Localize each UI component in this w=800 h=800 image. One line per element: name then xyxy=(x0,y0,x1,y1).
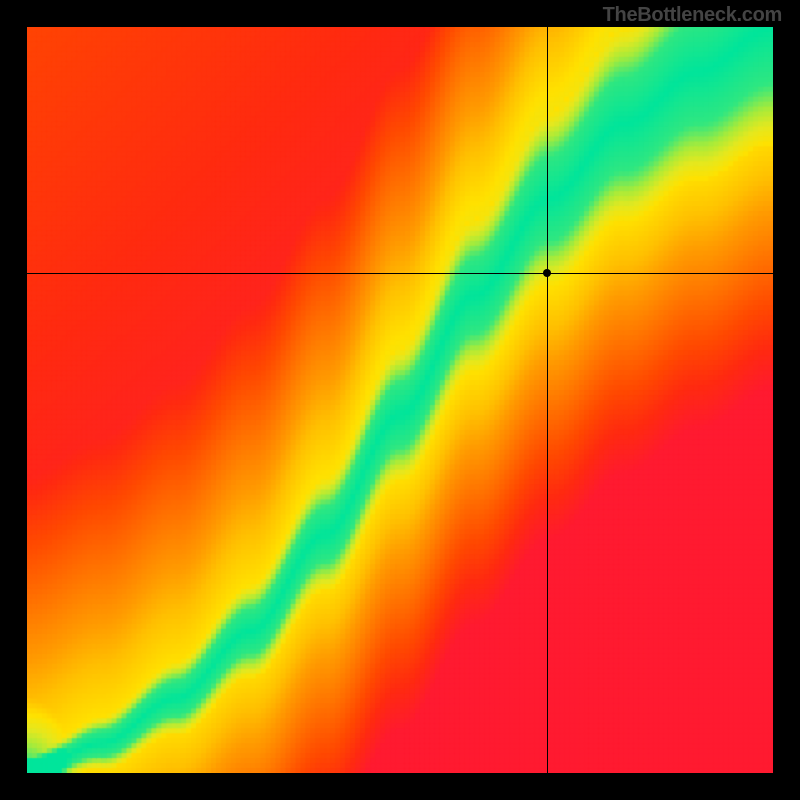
chart-container: TheBottleneck.com xyxy=(0,0,800,800)
heatmap-plot xyxy=(27,27,773,773)
heatmap-canvas xyxy=(27,27,773,773)
attribution-label: TheBottleneck.com xyxy=(603,4,782,27)
